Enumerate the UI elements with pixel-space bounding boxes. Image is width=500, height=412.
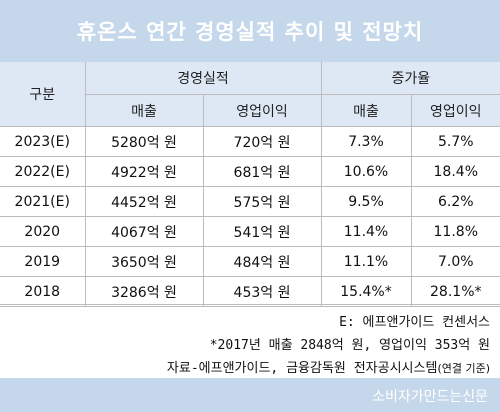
operating-profit-cell: 541억 원 <box>202 216 322 247</box>
header-row-top: 구분 경영실적 증가율 <box>0 62 500 127</box>
header-operating-profit: 영업이익 <box>202 94 322 127</box>
header-op-growth: 영업이익 <box>410 94 500 127</box>
sales-cell: 5280억 원 <box>84 126 204 157</box>
sales-cell: 3650억 원 <box>84 246 204 277</box>
sales-growth-cell: 9.5% <box>320 186 412 217</box>
source-text: 자료-에프앤가이드, 금융감독원 전자공시시스템 <box>166 361 438 376</box>
op-growth-cell: 7.0% <box>410 246 500 277</box>
op-growth-cell: 6.2% <box>410 186 500 217</box>
title-banner: 휴온스 연간 경영실적 추이 및 전망치 <box>0 0 500 62</box>
estimate-note: E: 에프앤가이드 컨센서스 <box>339 315 490 330</box>
op-growth-cell: 11.8% <box>410 216 500 247</box>
performance-table: 구분 경영실적 증가율 매출 영업이익 매출 영업이익 2023(E) 5280… <box>0 62 500 307</box>
sales-growth-cell: 15.4%* <box>320 276 412 307</box>
sales-growth-cell: 10.6% <box>320 156 412 187</box>
sales-cell: 3286억 원 <box>84 276 204 307</box>
footnotes: E: 에프앤가이드 컨센서스 *2017년 매출 2848억 원, 영업이익 3… <box>0 304 500 379</box>
table-row: 2021(E) 4452억 원 575억 원 9.5% 6.2% <box>0 186 500 217</box>
header-sales-growth: 매출 <box>320 94 412 127</box>
year-cell: 2023(E) <box>0 126 86 157</box>
bottom-banner: 소비자가만드는신문 <box>0 378 500 412</box>
operating-profit-cell: 681억 원 <box>202 156 322 187</box>
source-note: 자료-에프앤가이드, 금융감독원 전자공시시스템(연결 기준) <box>167 357 490 376</box>
page-title: 휴온스 연간 경영실적 추이 및 전망치 <box>76 20 424 44</box>
sales-growth-cell: 7.3% <box>320 126 412 157</box>
op-growth-cell: 18.4% <box>410 156 500 187</box>
year-cell: 2021(E) <box>0 186 86 217</box>
header-growth: 증가율 <box>320 62 500 95</box>
header-sales: 매출 <box>85 94 204 127</box>
sales-growth-cell: 11.1% <box>320 246 412 277</box>
publisher-watermark: 소비자가만드는신문 <box>372 389 488 405</box>
table-row: 2023(E) 5280억 원 720억 원 7.3% 5.7% <box>0 126 500 157</box>
table-row: 2022(E) 4922억 원 681억 원 10.6% 18.4% <box>0 156 500 187</box>
header-performance: 경영실적 <box>84 62 322 95</box>
sales-cell: 4452억 원 <box>84 186 204 217</box>
sales-cell: 4067억 원 <box>84 216 204 247</box>
year-cell: 2019 <box>0 246 86 277</box>
sales-cell: 4922억 원 <box>84 156 204 187</box>
sales-growth-cell: 11.4% <box>320 216 412 247</box>
header-category: 구분 <box>0 62 86 127</box>
operating-profit-cell: 575억 원 <box>202 186 322 217</box>
year-cell: 2020 <box>0 216 86 247</box>
operating-profit-cell: 484억 원 <box>202 246 322 277</box>
op-growth-cell: 5.7% <box>410 126 500 157</box>
source-basis: (연결 기준) <box>437 362 490 375</box>
op-growth-cell: 28.1%* <box>410 276 500 307</box>
operating-profit-cell: 453억 원 <box>202 276 322 307</box>
table-row: 2020 4067억 원 541억 원 11.4% 11.8% <box>0 216 500 247</box>
year-cell: 2018 <box>0 276 86 307</box>
base-year-note: *2017년 매출 2848억 원, 영업이익 353억 원 <box>209 338 490 353</box>
year-cell: 2022(E) <box>0 156 86 187</box>
operating-profit-cell: 720억 원 <box>202 126 322 157</box>
table-row: 2019 3650억 원 484억 원 11.1% 7.0% <box>0 246 500 277</box>
table-row: 2018 3286억 원 453억 원 15.4%* 28.1%* <box>0 276 500 307</box>
